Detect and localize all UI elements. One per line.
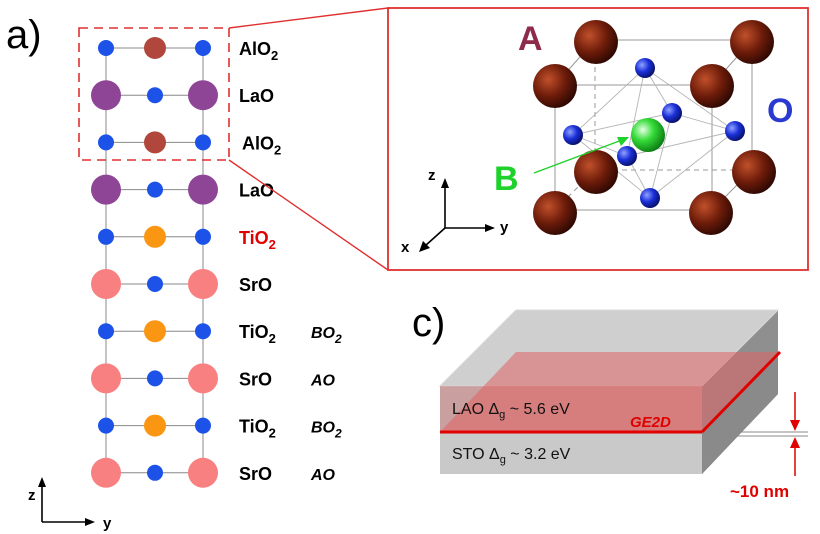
- axes-a: z y: [28, 477, 112, 532]
- atom: [188, 80, 218, 111]
- atom: [188, 457, 218, 488]
- layer-label: LaO: [239, 86, 274, 106]
- ion-label-o: O: [767, 92, 793, 130]
- atom: [98, 40, 114, 56]
- lao-gap-label: LAO Δg ~ 5.6 eV: [452, 401, 570, 421]
- selection-box: [78, 27, 230, 161]
- atom: [98, 134, 114, 151]
- o-atom: [640, 188, 660, 208]
- atom: [195, 323, 211, 340]
- atom: [144, 414, 166, 437]
- atom: [144, 320, 166, 343]
- o-atom: [662, 103, 682, 123]
- atom: [144, 225, 166, 248]
- panel-label-c: c): [412, 301, 445, 345]
- atom: [147, 370, 163, 387]
- atom: [188, 174, 218, 205]
- atom: [91, 174, 121, 205]
- layer-label: TiO2: [239, 417, 276, 441]
- thickness-label: ~10 nm: [730, 482, 789, 501]
- unit-cell: [533, 20, 776, 235]
- a-atom: [574, 150, 618, 194]
- atom: [144, 37, 166, 59]
- o-atom: [635, 58, 655, 78]
- layer-label: AlO2: [242, 133, 281, 157]
- connector-top: [228, 7, 389, 29]
- o-atom: [725, 121, 745, 141]
- connector-bottom: [228, 159, 389, 271]
- axis-b-y: y: [500, 219, 509, 236]
- b-atom: [631, 118, 665, 152]
- a-atom: [574, 20, 618, 64]
- axis-a-z: z: [28, 487, 36, 504]
- a-atom: [732, 150, 776, 194]
- atom: [91, 457, 121, 488]
- atom: [147, 276, 163, 292]
- slab: [438, 309, 808, 476]
- atom: [91, 269, 121, 299]
- ge2d-label: GE2D: [630, 414, 671, 431]
- a-atom: [690, 64, 734, 108]
- ion-label-a: A: [518, 20, 543, 58]
- axes-b: z y x: [401, 167, 509, 256]
- a-atom: [730, 20, 774, 64]
- atom: [188, 269, 218, 299]
- atom: [147, 87, 163, 104]
- atom: [98, 228, 114, 245]
- o-atom: [563, 125, 583, 145]
- layer-label: TiO2: [239, 228, 276, 252]
- atom: [144, 131, 166, 154]
- o-atom: [617, 146, 637, 166]
- atom: [98, 417, 114, 434]
- atom: [147, 181, 163, 198]
- axis-b-x: x: [401, 239, 410, 256]
- site-label: AO: [310, 372, 336, 389]
- layer-label: SrO: [239, 275, 272, 295]
- ion-label-b: B: [494, 160, 519, 198]
- a-atom: [533, 191, 577, 235]
- site-label: BO2: [311, 420, 342, 441]
- sto-gap-label: STO Δg ~ 3.2 eV: [452, 446, 571, 466]
- layer-stack: AlO2 LaO AlO2 LaO TiO2 SrO TiO2 BO2 SrO AO TiO2 BO2…: [91, 37, 342, 488]
- atom: [195, 40, 211, 56]
- atom: [195, 417, 211, 434]
- atom: [147, 464, 163, 481]
- atom: [91, 80, 121, 111]
- axis-a-y: y: [103, 515, 112, 532]
- atom: [98, 323, 114, 340]
- atom: [195, 134, 211, 151]
- site-label: BO2: [311, 325, 342, 346]
- atom: [188, 363, 218, 394]
- layer-label: AlO2: [239, 39, 278, 63]
- axis-b-z: z: [428, 167, 436, 184]
- layer-label: LaO: [239, 181, 274, 201]
- layer-label: SrO: [239, 464, 272, 484]
- layer-label: SrO: [239, 369, 272, 389]
- site-label: AO: [310, 467, 336, 484]
- panel-label-a: a): [6, 13, 42, 57]
- layer-label: TiO2: [239, 322, 276, 346]
- a-atom: [533, 64, 577, 108]
- a-atom: [689, 191, 733, 235]
- lao-highlight: [440, 352, 778, 432]
- atom: [195, 228, 211, 245]
- atom: [91, 363, 121, 394]
